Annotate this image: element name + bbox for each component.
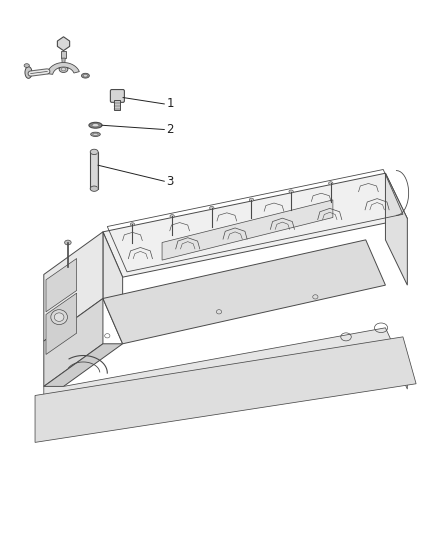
- Polygon shape: [385, 173, 407, 285]
- Text: 3: 3: [166, 175, 174, 188]
- Polygon shape: [35, 337, 416, 442]
- FancyBboxPatch shape: [110, 90, 124, 102]
- Ellipse shape: [59, 66, 68, 70]
- Ellipse shape: [61, 68, 66, 71]
- Polygon shape: [44, 298, 103, 386]
- Polygon shape: [57, 37, 70, 51]
- Ellipse shape: [81, 73, 89, 78]
- Ellipse shape: [59, 66, 68, 72]
- Ellipse shape: [92, 124, 99, 127]
- Polygon shape: [162, 200, 333, 260]
- Ellipse shape: [91, 132, 100, 136]
- Polygon shape: [103, 173, 407, 277]
- Ellipse shape: [65, 240, 71, 245]
- Ellipse shape: [328, 182, 333, 185]
- Bar: [90, 152, 98, 189]
- Bar: [114, 100, 120, 110]
- Ellipse shape: [93, 133, 98, 135]
- Ellipse shape: [25, 67, 32, 78]
- Ellipse shape: [51, 310, 67, 325]
- Ellipse shape: [54, 313, 64, 321]
- Polygon shape: [44, 232, 103, 341]
- Polygon shape: [44, 344, 123, 386]
- Polygon shape: [44, 328, 407, 400]
- Text: 2: 2: [166, 123, 174, 136]
- Ellipse shape: [24, 64, 29, 68]
- Ellipse shape: [90, 186, 98, 191]
- Polygon shape: [47, 62, 79, 74]
- Ellipse shape: [89, 122, 102, 128]
- Ellipse shape: [289, 190, 293, 193]
- Polygon shape: [103, 232, 123, 344]
- Polygon shape: [46, 259, 77, 312]
- Ellipse shape: [90, 149, 98, 155]
- Ellipse shape: [130, 223, 134, 226]
- Ellipse shape: [210, 206, 214, 209]
- Polygon shape: [46, 293, 77, 354]
- Polygon shape: [62, 58, 65, 64]
- Ellipse shape: [61, 67, 66, 69]
- Bar: [61, 51, 66, 58]
- Ellipse shape: [83, 75, 88, 77]
- Ellipse shape: [249, 198, 254, 201]
- Ellipse shape: [170, 215, 174, 218]
- Polygon shape: [103, 240, 385, 344]
- Text: 1: 1: [166, 98, 174, 110]
